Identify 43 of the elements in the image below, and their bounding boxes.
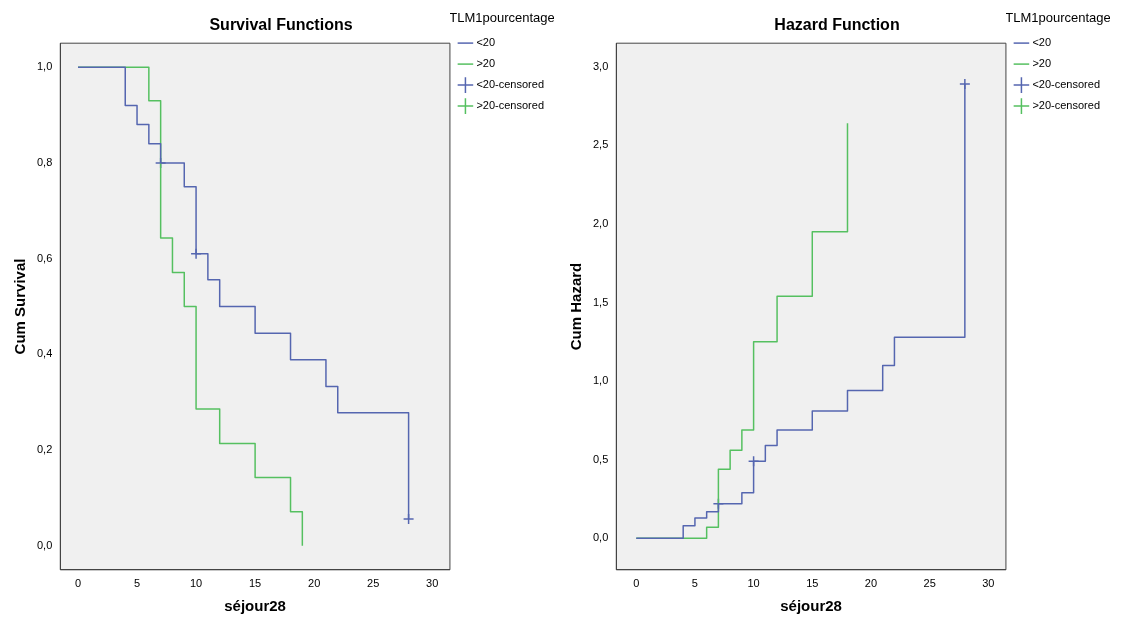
x-tick-label: 0 (633, 577, 640, 590)
y-tick-label: 2,0 (592, 217, 609, 229)
y-tick-label: 0,0 (592, 531, 609, 544)
legend-title: TLM1pourcentage (449, 10, 555, 26)
y-tick-label: 0,5 (592, 452, 609, 465)
y-tick-label: 2,5 (592, 138, 609, 151)
x-tick-label: 25 (923, 577, 936, 590)
x-tick-label: 5 (133, 577, 141, 590)
x-tick-label: 15 (806, 577, 819, 590)
legend-label: >20 (1032, 57, 1052, 70)
y-axis-title: Cum Survival (11, 258, 29, 355)
legend-label: >20-censored (476, 99, 544, 112)
x-tick-label: 10 (189, 577, 203, 590)
x-tick-label: 30 (982, 577, 995, 590)
y-tick-label: 0,6 (36, 251, 53, 264)
y-tick-label: 0,0 (36, 538, 53, 551)
legend-label: <20-censored (1032, 78, 1100, 91)
x-tick-label: 10 (747, 577, 760, 590)
x-tick-label: 30 (426, 577, 439, 590)
y-tick-label: 1,0 (592, 374, 609, 387)
x-axis-title: séjour28 (224, 597, 286, 615)
x-tick-label: 20 (308, 577, 321, 590)
x-tick-label: 20 (864, 577, 878, 590)
y-tick-label: 3,0 (592, 59, 609, 72)
y-tick-label: 0,4 (36, 347, 53, 360)
y-tick-label: 0,8 (36, 155, 53, 168)
legend-label: <20-censored (476, 78, 544, 91)
y-tick-label: 1,5 (592, 295, 609, 308)
chart-title: Hazard Function (774, 16, 900, 34)
legend-title: TLM1pourcentage (1005, 10, 1111, 26)
x-axis-title: séjour28 (780, 597, 842, 615)
x-tick-label: 0 (74, 577, 82, 590)
legend-label: <20 (476, 36, 496, 49)
x-tick-label: 25 (367, 577, 380, 590)
x-tick-label: 5 (691, 577, 698, 590)
y-axis-title: Cum Hazard (567, 262, 585, 351)
y-tick-label: 0,2 (36, 443, 53, 456)
legend-label: <20 (1032, 36, 1052, 49)
legend-label: >20 (476, 57, 496, 70)
x-tick-label: 15 (248, 577, 262, 590)
y-tick-label: 1,0 (36, 60, 53, 73)
legend-label: >20-censored (1032, 99, 1100, 112)
chart-title: Survival Functions (209, 16, 353, 34)
